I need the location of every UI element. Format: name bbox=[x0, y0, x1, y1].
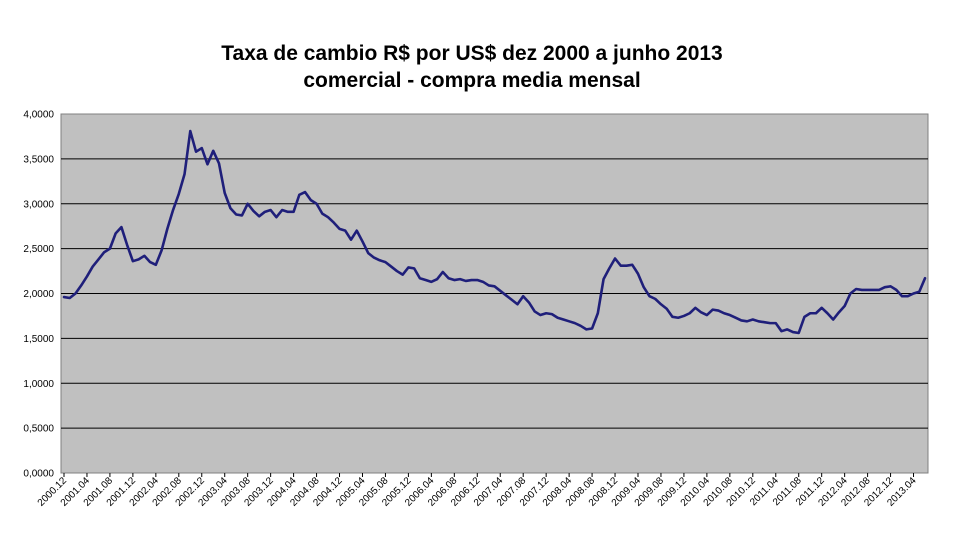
chart-title-line1: Taxa de cambio R$ por US$ dez 2000 a jun… bbox=[221, 42, 723, 65]
y-tick-label: 2,0000 bbox=[23, 289, 54, 300]
y-tick-label: 3,5000 bbox=[23, 154, 54, 165]
y-tick-label: 4,0000 bbox=[23, 110, 54, 121]
y-tick-label: 2,5000 bbox=[23, 244, 54, 255]
series-line-exchange-rate bbox=[62, 129, 927, 335]
chart-title: Taxa de cambio R$ por US$ dez 2000 a jun… bbox=[0, 40, 944, 94]
y-tick-label: 0,5000 bbox=[23, 424, 54, 435]
y-tick-label: 0,0000 bbox=[23, 469, 54, 480]
chart-subtitle: comercial - compra media mensal bbox=[303, 69, 641, 92]
y-tick-label: 1,0000 bbox=[23, 379, 54, 390]
y-tick-label: 3,0000 bbox=[23, 199, 54, 210]
y-tick-label: 1,5000 bbox=[23, 334, 54, 345]
